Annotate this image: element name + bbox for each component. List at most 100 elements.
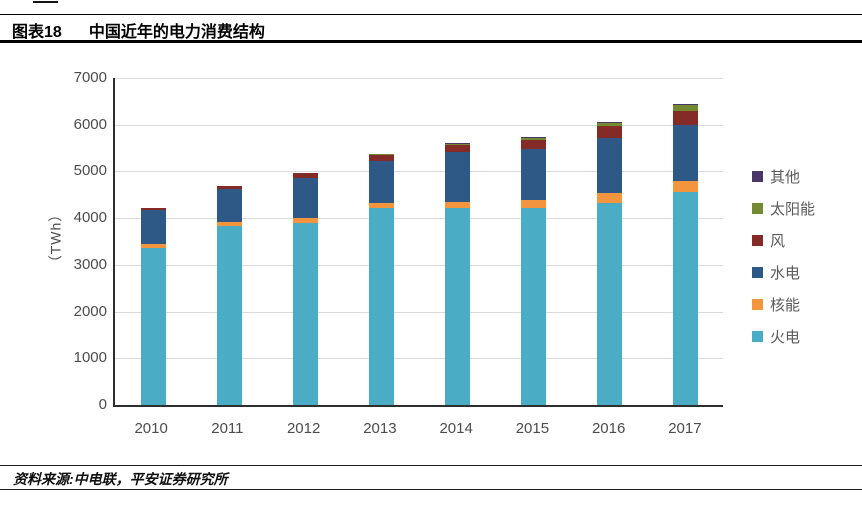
legend-label: 太阳能 [770,201,816,218]
bar-segment [216,222,242,227]
source-note: 资料来源:中电联，平安证券研究所 [13,471,228,487]
footer-top-rule [0,465,862,466]
bar-slot [115,78,191,405]
bar-segment [444,143,470,145]
bar-segment [596,202,622,405]
figure-number-label: 图表18 [12,24,62,41]
gridline [115,171,723,173]
legend-item: 火电 [752,329,815,346]
legend-label: 水电 [770,265,801,282]
bar-segment [520,137,546,139]
bar-segment [444,152,470,202]
bar-segment [520,200,546,209]
stacked-bar [520,137,546,405]
bar-segment [596,123,622,127]
stacked-bar [368,153,394,405]
bar-segment [292,218,318,223]
legend-label: 火电 [770,329,801,346]
chart-legend: 其他太阳能风水电核能火电 [752,169,815,361]
stacked-bar [140,207,166,405]
x-tick-label: 2014 [439,420,473,437]
bar-segment [444,207,470,405]
bar-segment [672,125,698,181]
y-tick-label: 3000 [73,255,107,273]
gridline [115,264,723,266]
x-axis-ticks: 2010 2011 2012 2013 2014 2015 2016 2017 [113,420,723,437]
bar-segment [292,173,318,179]
x-tick-label: 2011 [211,420,244,437]
bar-segment [216,189,242,223]
legend-swatch [752,235,763,246]
bar-segment [520,148,546,201]
gridline [115,78,723,79]
stacked-bar [216,185,242,405]
bar-segment [672,110,698,126]
stacked-bar [672,103,698,405]
y-tick-label: 4000 [73,209,107,227]
y-tick-label: 2000 [73,302,107,320]
legend-item: 风 [752,233,815,250]
bar-segment [140,244,166,248]
legend-swatch [752,203,763,214]
bar-segment [216,186,242,190]
gridline [115,358,723,360]
legend-item: 太阳能 [752,201,816,218]
legend-item: 水电 [752,265,815,282]
bar-slot [191,78,267,405]
bar-segment [140,208,166,211]
bar-segment [140,247,166,405]
figure-title: 中国近年的电力消费结构 [88,24,265,41]
bar-segment [520,138,546,140]
gridline [115,124,723,126]
gridline [115,311,723,313]
x-tick-label: 2012 [286,420,321,437]
bar-segment [368,202,394,208]
stacked-bar [596,122,622,405]
x-tick-label: 2010 [134,420,168,437]
figure-title-row: 图表18 中国近年的电力消费结构 [12,18,265,42]
stacked-bar [292,172,318,405]
bar-segment [672,192,698,405]
stacked-bar-chart [115,78,723,405]
bar-slot [419,78,495,405]
bar-segment [368,207,394,405]
y-tick-label: 7000 [73,69,107,86]
bar-segment [444,142,470,144]
bar-segment [596,192,622,203]
bar-segment [444,144,470,153]
gridline [115,218,723,220]
legend-label: 风 [770,233,786,250]
bar-segment [596,126,622,138]
legend-item: 其他 [752,169,815,186]
bar-slot [343,78,419,405]
bar-segment [140,210,166,245]
bar-segment [672,105,698,111]
y-tick-label: 6000 [73,115,107,133]
bar-segment [292,178,318,219]
bar-segment [520,139,546,149]
legend-label: 其他 [770,169,801,186]
legend-swatch [752,331,763,342]
legend-swatch [752,171,763,182]
plot-area [113,78,723,407]
header-bottom-rule [0,40,862,43]
bar-segment [444,201,470,208]
bar-segment [596,122,622,124]
bar-slot [495,78,571,405]
stray-mark [33,1,58,3]
bar-segment [672,180,698,193]
bar-segment [596,137,622,193]
bar-segment [368,161,394,203]
bar-segment [368,154,394,162]
bar-segment [292,222,318,405]
legend-label: 核能 [770,297,801,314]
x-tick-label: 2015 [515,420,550,437]
footer-bottom-rule [0,489,862,490]
bar-slot [571,78,647,405]
legend-swatch [752,267,763,278]
header-top-rule [0,14,862,15]
bar-segment [520,208,546,405]
y-tick-label: 1000 [73,349,107,367]
legend-item: 核能 [752,297,815,314]
